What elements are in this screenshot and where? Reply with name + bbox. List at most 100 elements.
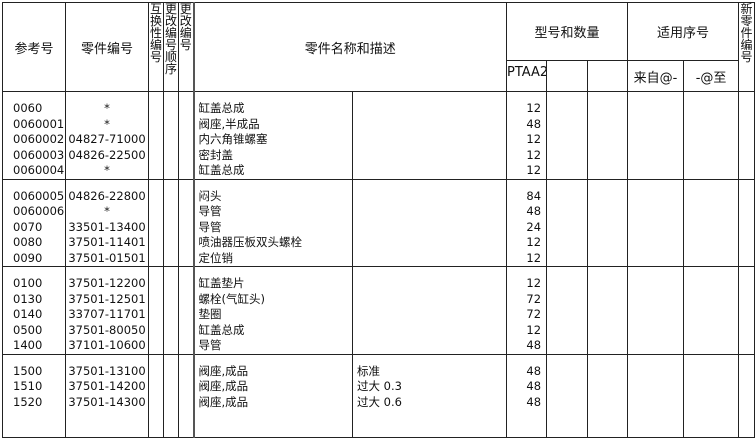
ref-no-cell: 0060005 0060006 0070 0080 0090: [2, 178, 66, 267]
ref-value: 1510: [13, 379, 43, 393]
table-row-group: 0100 0130 0140 0500 1400 37501-12200 37501-125…: [2, 266, 756, 355]
part-value: 37501-12501: [68, 291, 146, 306]
description-cell: [351, 91, 508, 180]
to-serial-cell: [683, 178, 740, 267]
qty-ptaa2-cell: 48 48 48: [506, 353, 548, 438]
desc-value: [357, 235, 506, 251]
part-value: *: [104, 101, 110, 115]
qty-value: 12: [526, 147, 542, 162]
ref-value: 0130: [13, 291, 43, 306]
qty-value: 48: [526, 363, 542, 378]
ref-value: 1400: [13, 338, 43, 352]
part-name-cell: 缸盖总成 阀座,半成品 内六角锥螺塞 密封盖 缸盖总成: [192, 91, 353, 180]
desc-value: 过大 0.3: [357, 379, 402, 393]
from-serial-cell: [627, 178, 685, 267]
ref-value: 1520: [13, 394, 43, 409]
ref-value: 0100: [13, 276, 43, 290]
part-name-cell: 闷头 导管 导管 喷油器压板双头螺栓 定位销: [192, 178, 353, 267]
desc-value: [357, 117, 506, 133]
name-value: 阀座,成品: [198, 363, 249, 378]
part-no-cell: * * 04827-71000 04826-22500 *: [65, 91, 149, 180]
name-value: 阀座,半成品: [198, 116, 260, 131]
desc-value: 标准: [357, 363, 380, 378]
ref-no-cell: 0100 0130 0140 0500 1400: [2, 266, 66, 355]
change-no-cell: [178, 178, 194, 267]
desc-value: [357, 292, 506, 308]
qty-value: 12: [526, 235, 542, 249]
qty-value: 48: [526, 379, 542, 393]
change-seq-cell: [163, 178, 179, 267]
part-no-cell: 37501-13100 37501-14200 37501-14300: [65, 353, 149, 438]
qty-value: 12: [526, 322, 542, 337]
name-value: 闷头: [198, 188, 222, 203]
qty-value: 12: [526, 250, 542, 265]
interchange-cell: [148, 353, 164, 438]
name-value: 缸盖总成: [198, 163, 245, 177]
name-value: 缸盖总成: [198, 322, 245, 337]
part-name-cell: 阀座,成品 阀座,成品 阀座,成品: [192, 353, 353, 438]
description-cell: 标准 过大 0.3 过大 0.6: [351, 353, 508, 438]
qty-value: 72: [526, 307, 542, 321]
qty-value: 12: [526, 132, 542, 146]
desc-value: [357, 276, 506, 292]
ref-value: 0080: [13, 235, 43, 249]
desc-value: [357, 338, 506, 353]
part-value: 33501-13400: [68, 219, 146, 234]
part-value: 37501-14200: [68, 379, 146, 393]
qty-model-2-cell: [546, 91, 589, 180]
ref-value: 0060005: [13, 188, 65, 203]
header-new-part-no: 新零件编号: [740, 2, 753, 64]
desc-value: [357, 307, 506, 323]
qty-model-2-cell: [546, 353, 589, 438]
part-value: 37501-11401: [68, 235, 146, 249]
qty-value: 12: [526, 101, 542, 115]
ref-value: 0060006: [13, 204, 65, 218]
qty-model-3-cell: [587, 266, 629, 355]
part-value: *: [104, 204, 110, 218]
part-value: *: [104, 163, 110, 177]
ref-value: 0060001: [13, 116, 65, 131]
name-value: 内六角锥螺塞: [198, 132, 268, 146]
qty-model-3-cell: [587, 178, 629, 267]
part-value: 37501-13100: [68, 363, 146, 378]
part-value: 04826-22500: [68, 147, 146, 162]
name-value: 阀座,成品: [198, 394, 249, 409]
header-interchange-no: 互换性编号: [150, 2, 163, 64]
qty-model-2-cell: [546, 266, 589, 355]
part-value: 04827-71000: [68, 132, 146, 146]
desc-value: [357, 163, 506, 178]
qty-value: 12: [526, 163, 542, 177]
desc-value: [357, 251, 506, 266]
qty-model-2-cell: [546, 178, 589, 267]
interchange-cell: [148, 178, 164, 267]
ref-value: 0140: [13, 307, 43, 321]
change-no-cell: [178, 91, 194, 180]
desc-value: [357, 132, 506, 148]
qty-value: 84: [526, 188, 542, 203]
header-model-qty: 型号和数量: [506, 2, 629, 61]
header-applicable-serial: 适用序号: [627, 2, 740, 61]
part-value: 37501-14300: [68, 394, 146, 409]
description-cell: [351, 178, 508, 267]
part-name-cell: 缸盖垫片 螺栓(气缸头) 垫圈 缸盖总成 导管: [192, 266, 353, 355]
change-no-cell: [178, 266, 194, 355]
name-value: 定位销: [198, 250, 234, 265]
part-value: *: [104, 116, 110, 131]
qty-ptaa2-cell: 12 72 72 12 48: [506, 266, 548, 355]
qty-value: 48: [526, 394, 542, 409]
qty-ptaa2-cell: 84 48 24 12 12: [506, 178, 548, 267]
change-seq-cell: [163, 353, 179, 438]
header-from: 来自@-: [627, 60, 685, 92]
new-part-no-cell: [738, 178, 756, 267]
name-value: 阀座,成品: [198, 379, 249, 393]
name-value: 缸盖垫片: [198, 276, 245, 290]
new-part-no-cell: [738, 353, 756, 438]
name-value: 导管: [198, 338, 222, 352]
ref-value: 0070: [13, 219, 43, 234]
header-ref-no: 参考号: [2, 2, 66, 92]
desc-value: [357, 189, 506, 205]
part-no-cell: 04826-22800 * 33501-13400 37501-11401 37501-…: [65, 178, 149, 267]
change-no-cell: [178, 353, 194, 438]
from-serial-cell: [627, 353, 685, 438]
header-model-2: [546, 60, 589, 92]
